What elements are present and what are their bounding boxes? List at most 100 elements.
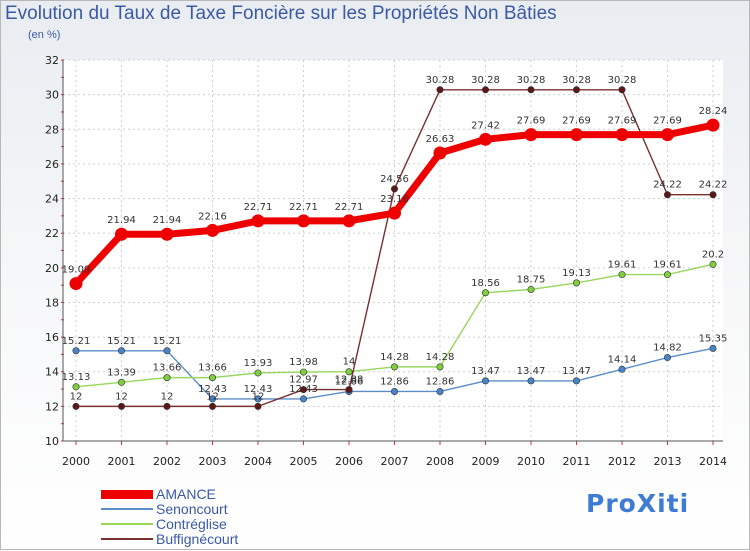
- data-label-senoncourt: 13.47: [471, 366, 500, 377]
- data-point-senoncourt: [299, 395, 307, 403]
- legend-swatch: [101, 508, 153, 510]
- y-tick-label: 26: [45, 158, 59, 171]
- x-tick-label: 2001: [108, 455, 136, 468]
- data-point-buffignecourt: [254, 402, 262, 410]
- data-label-contreglise: 14: [343, 357, 356, 368]
- data-point-senoncourt: [72, 347, 80, 355]
- data-label-contreglise: 13.98: [289, 357, 318, 368]
- y-tick-label: 12: [45, 400, 59, 413]
- data-point-amance: [297, 214, 310, 228]
- legend-swatch: [101, 523, 153, 525]
- x-tick-label: 2006: [335, 455, 363, 468]
- data-label-senoncourt: 12.43: [198, 384, 227, 395]
- y-axis-unit: (en %): [28, 29, 61, 41]
- legend-label: Senoncourt: [156, 501, 228, 517]
- data-point-buffignecourt: [572, 86, 580, 94]
- data-point-amance: [433, 146, 447, 160]
- data-label-amance: 27.69: [653, 116, 682, 127]
- data-point-buffignecourt: [709, 191, 717, 199]
- data-point-senoncourt: [618, 365, 626, 373]
- data-point-amance: [388, 206, 401, 220]
- data-label-amance: 22.16: [198, 211, 227, 222]
- data-label-buffignecourt: 24.22: [699, 180, 728, 191]
- data-label-amance: 19.09: [62, 265, 91, 276]
- data-label-buffignecourt: 30.28: [471, 75, 500, 86]
- data-point-senoncourt: [481, 377, 489, 385]
- data-point-contreglise: [299, 368, 307, 376]
- x-tick-label: 2014: [699, 455, 727, 468]
- data-point-buffignecourt: [663, 191, 671, 199]
- data-label-senoncourt: 14.14: [608, 354, 637, 365]
- data-point-senoncourt: [572, 377, 580, 385]
- data-point-contreglise: [118, 378, 126, 386]
- legend-label: Contréglise: [156, 516, 227, 532]
- legend-label: AMANCE: [156, 486, 216, 502]
- data-point-amance: [342, 214, 356, 228]
- data-point-buffignecourt: [390, 185, 398, 193]
- data-label-amance: 22.71: [289, 202, 318, 213]
- data-label-senoncourt: 14.82: [653, 343, 682, 354]
- data-point-senoncourt: [390, 387, 398, 395]
- data-point-amance: [115, 227, 128, 241]
- data-label-contreglise: 19.61: [653, 260, 682, 271]
- x-tick-label: 2005: [290, 455, 318, 468]
- data-point-buffignecourt: [436, 86, 444, 94]
- legend-swatch: [101, 538, 153, 540]
- x-tick-label: 2009: [472, 455, 500, 468]
- data-label-senoncourt: 12.43: [289, 384, 318, 395]
- data-label-senoncourt: 15.35: [699, 333, 728, 344]
- data-label-amance: 27.69: [562, 116, 591, 127]
- data-label-senoncourt: 13.47: [517, 366, 546, 377]
- data-point-buffignecourt: [163, 402, 171, 410]
- x-tick-label: 2013: [654, 455, 682, 468]
- data-label-contreglise: 20.2: [702, 249, 724, 260]
- data-point-senoncourt: [663, 354, 671, 362]
- data-point-amance: [570, 128, 583, 142]
- data-label-buffignecourt: 12: [161, 391, 174, 402]
- data-label-senoncourt: 12.86: [335, 376, 364, 387]
- data-point-buffignecourt: [209, 402, 217, 410]
- data-point-contreglise: [254, 369, 262, 377]
- data-label-senoncourt: 12.86: [380, 376, 409, 387]
- data-point-buffignecourt: [345, 386, 353, 394]
- data-point-buffignecourt: [481, 86, 489, 94]
- y-tick-label: 28: [45, 123, 59, 136]
- data-point-amance: [524, 128, 538, 142]
- data-point-contreglise: [209, 374, 217, 382]
- proxiti-logo: ProXiti: [586, 489, 690, 518]
- data-point-senoncourt: [436, 387, 444, 395]
- data-point-senoncourt: [118, 347, 126, 355]
- data-label-contreglise: 18.56: [471, 278, 500, 289]
- data-point-senoncourt: [209, 395, 217, 403]
- legend-label: Buffignécourt: [156, 531, 239, 547]
- data-label-contreglise: 14.28: [426, 352, 455, 363]
- data-point-contreglise: [663, 271, 671, 279]
- legend-swatch: [101, 489, 153, 499]
- data-label-amance: 22.71: [244, 202, 273, 213]
- data-point-contreglise: [618, 271, 626, 279]
- data-label-amance: 21.94: [153, 215, 182, 226]
- data-label-senoncourt: 15.21: [153, 336, 182, 347]
- x-tick-label: 2002: [153, 455, 181, 468]
- data-label-amance: 27.42: [471, 120, 500, 131]
- data-label-amance: 28.24: [699, 106, 728, 117]
- chart-title: Evolution du Taux de Taxe Foncière sur l…: [5, 3, 557, 24]
- x-tick-label: 2011: [563, 455, 591, 468]
- data-point-amance: [661, 128, 674, 142]
- data-point-buffignecourt: [299, 386, 307, 394]
- data-point-contreglise: [436, 363, 444, 371]
- x-tick-label: 2003: [199, 455, 227, 468]
- data-label-contreglise: 13.93: [244, 358, 273, 369]
- y-tick-label: 20: [45, 262, 59, 275]
- data-point-contreglise: [390, 363, 398, 371]
- data-point-buffignecourt: [72, 402, 80, 410]
- data-label-amance: 23.16: [380, 194, 409, 205]
- data-label-amance: 27.69: [608, 116, 637, 127]
- data-label-buffignecourt: 12: [115, 391, 128, 402]
- data-label-contreglise: 13.66: [198, 363, 227, 374]
- data-point-contreglise: [72, 383, 80, 391]
- data-point-amance: [160, 227, 174, 241]
- y-tick-label: 24: [45, 193, 59, 206]
- data-point-amance: [706, 118, 720, 132]
- data-label-buffignecourt: 24.56: [380, 174, 409, 185]
